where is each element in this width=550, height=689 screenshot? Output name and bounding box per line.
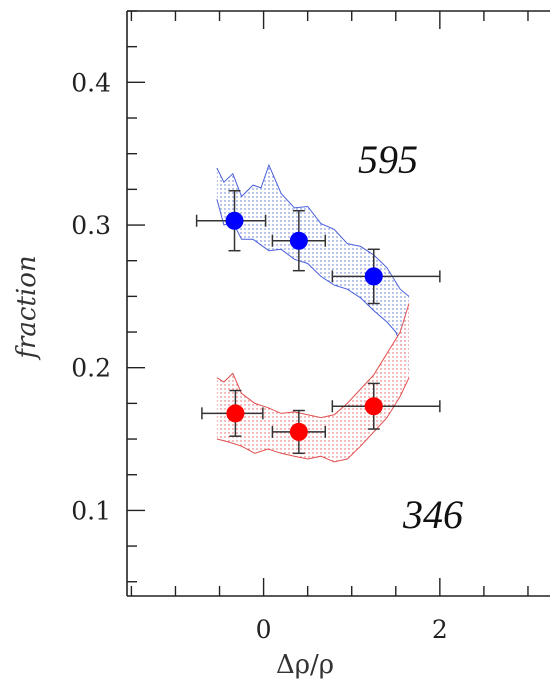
band-upper-edge: [216, 163, 410, 297]
x-tick-label: 0: [256, 615, 272, 644]
annotation-595: 595: [358, 137, 418, 182]
data-point: [226, 404, 245, 423]
data-point: [225, 211, 244, 230]
y-tick-label: 0.3: [71, 211, 111, 240]
axes-layer: 0 2 0.1 0.2 0.3 0.4: [71, 10, 550, 644]
x-axis-label: Δρ/ρ: [276, 650, 334, 680]
y-tick-label: 0.1: [71, 496, 111, 525]
data-point: [364, 397, 383, 416]
points-layer: [225, 211, 383, 441]
annotation-346: 346: [402, 492, 463, 537]
y-tick-label: 0.2: [71, 354, 111, 383]
y-axis-label: fraction: [12, 255, 42, 360]
labels-layer: fraction Δρ/ρ 595 346: [12, 137, 463, 680]
data-point: [289, 231, 308, 250]
band-upper-edge: [216, 303, 410, 419]
y-tick-label: 0.4: [71, 68, 111, 97]
x-tick-label: 2: [432, 615, 448, 644]
data-point: [364, 267, 383, 286]
band-lower-edge: [216, 377, 410, 463]
confidence-band-fill: [216, 165, 409, 371]
confidence-band-fill: [216, 303, 409, 462]
band-lower-edge: [216, 199, 410, 371]
bands-layer: [216, 163, 410, 463]
data-point: [289, 422, 308, 441]
